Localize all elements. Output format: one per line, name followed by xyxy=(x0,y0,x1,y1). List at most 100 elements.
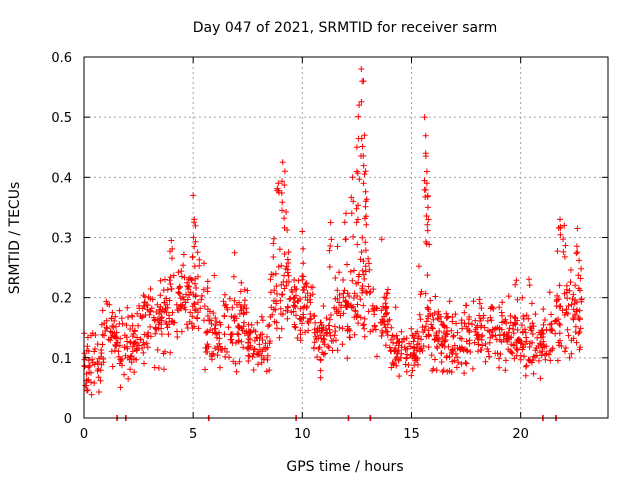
data-point xyxy=(189,254,196,261)
data-point xyxy=(498,309,505,316)
x-tick-label: 20 xyxy=(512,427,529,442)
data-point xyxy=(209,352,216,358)
data-point xyxy=(565,332,572,339)
data-point xyxy=(395,342,402,349)
data-point xyxy=(351,314,358,321)
data-point xyxy=(300,314,307,321)
data-point xyxy=(103,298,110,305)
data-point xyxy=(192,238,199,245)
data-point xyxy=(438,350,445,357)
data-point xyxy=(392,345,399,352)
data-point xyxy=(281,215,288,222)
data-point xyxy=(564,295,571,302)
data-point xyxy=(273,298,280,305)
y-axis-title: SRMTID / TECUs xyxy=(7,182,23,295)
data-point xyxy=(346,334,353,341)
data-point xyxy=(121,371,128,378)
data-point xyxy=(513,345,520,352)
data-point xyxy=(246,353,253,360)
data-point xyxy=(258,313,265,320)
data-point xyxy=(477,318,483,324)
data-point xyxy=(478,315,484,322)
data-point xyxy=(178,268,185,275)
data-point xyxy=(561,348,568,355)
data-point xyxy=(141,341,148,348)
data-point xyxy=(512,321,519,328)
data-point xyxy=(135,342,142,349)
data-point xyxy=(284,269,291,276)
data-point xyxy=(337,312,344,319)
data-point xyxy=(502,367,509,374)
data-point xyxy=(149,296,156,303)
data-point xyxy=(300,304,307,311)
data-point xyxy=(425,306,431,312)
data-point xyxy=(118,315,125,322)
data-point xyxy=(278,190,285,196)
data-point xyxy=(192,275,199,282)
data-point xyxy=(152,325,159,332)
data-point xyxy=(169,255,175,262)
data-point xyxy=(245,346,252,352)
data-point xyxy=(256,341,263,348)
data-point xyxy=(349,174,356,181)
data-point xyxy=(92,332,99,338)
data-point xyxy=(372,326,379,333)
data-point xyxy=(281,251,288,257)
data-point xyxy=(575,315,582,321)
data-point xyxy=(230,273,237,280)
data-point xyxy=(129,343,136,350)
data-point xyxy=(543,326,550,333)
data-point xyxy=(204,278,211,285)
data-point xyxy=(396,373,403,380)
data-point xyxy=(422,150,429,157)
data-point xyxy=(465,316,472,323)
data-point xyxy=(229,340,236,346)
data-point xyxy=(267,289,274,296)
data-point xyxy=(139,345,145,352)
data-point xyxy=(353,219,360,226)
data-point xyxy=(194,249,201,256)
data-point xyxy=(354,293,361,299)
data-point xyxy=(128,359,135,366)
data-point xyxy=(428,352,435,359)
data-point xyxy=(283,263,290,270)
data-point xyxy=(359,289,366,296)
data-point xyxy=(357,296,364,303)
data-point xyxy=(296,315,303,322)
data-point xyxy=(238,304,245,310)
data-point xyxy=(140,292,147,299)
data-point xyxy=(206,317,213,323)
data-point xyxy=(383,295,390,302)
data-point xyxy=(411,345,418,352)
data-point xyxy=(541,317,548,323)
data-point xyxy=(357,314,364,321)
data-point xyxy=(233,301,240,308)
data-point xyxy=(142,299,148,306)
data-point xyxy=(374,353,380,360)
data-point xyxy=(112,313,119,320)
data-point xyxy=(182,299,189,306)
data-point xyxy=(505,293,512,300)
data-point xyxy=(326,316,333,323)
data-point xyxy=(117,335,124,342)
data-point xyxy=(508,349,515,356)
data-point xyxy=(551,318,558,325)
data-point xyxy=(354,216,361,223)
data-point xyxy=(290,308,297,315)
data-point xyxy=(433,332,440,339)
data-point xyxy=(344,261,350,268)
data-point xyxy=(209,329,216,336)
data-point xyxy=(363,213,370,220)
data-point xyxy=(281,182,288,188)
data-point xyxy=(238,338,245,345)
data-point xyxy=(361,171,368,178)
data-point xyxy=(424,227,431,234)
data-point xyxy=(361,333,368,340)
data-point xyxy=(275,187,282,194)
data-point xyxy=(216,340,223,347)
data-point xyxy=(211,272,218,279)
data-point xyxy=(204,348,211,355)
data-point xyxy=(349,277,356,284)
data-point xyxy=(365,308,372,315)
data-point xyxy=(504,338,511,345)
